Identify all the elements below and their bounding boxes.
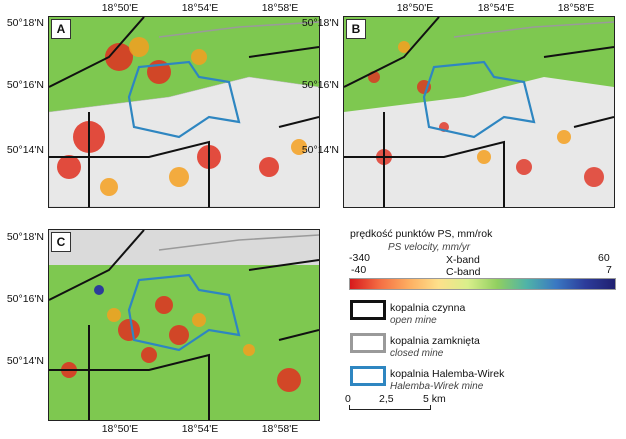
cband-max: 7 [606, 264, 612, 276]
legend-halemba-label: kopalnia Halemba-Wirek [390, 368, 505, 380]
legend-open-mine-label: kopalnia czynna [390, 302, 466, 314]
lon-label-a-1: 18°50'E [101, 2, 139, 14]
cband-label: C-band [446, 266, 481, 278]
legend-halemba-sublabel: Halemba-Wirek mine [390, 381, 484, 392]
xband-min: -340 [349, 252, 371, 264]
swatch-halemba-wirek [350, 366, 386, 386]
legend-closed-mine-sublabel: closed mine [390, 348, 444, 359]
scale-tick-1: 2,5 [379, 393, 394, 405]
lat-label-c-1: 50°18'N [6, 231, 44, 243]
lat-label-b-3: 50°14'N [301, 144, 339, 156]
lon-label-a-2: 18°54'E [181, 2, 219, 14]
lat-label-a-3: 50°14'N [6, 144, 44, 156]
swatch-open-mine [350, 300, 386, 320]
lon-label-b-2: 18°54'E [477, 2, 515, 14]
lat-label-a-2: 50°16'N [6, 79, 44, 91]
lon-label-c-1: 18°50'E [101, 423, 139, 435]
scale-tick-2: 5 km [423, 393, 446, 405]
map-c-svg [49, 230, 319, 420]
color-ramp [349, 278, 616, 290]
panel-letter: B [346, 19, 366, 39]
legend-title: prędkość punktów PS, mm/rok [350, 228, 493, 240]
map-a-svg [49, 17, 319, 207]
lat-label-b-1: 50°18'N [301, 17, 339, 29]
lon-label-c-2: 18°54'E [181, 423, 219, 435]
map-panel-a: A [48, 16, 320, 208]
map-panel-c: C [48, 229, 320, 421]
lon-label-b-3: 18°58'E [557, 2, 595, 14]
lon-label-b-1: 18°50'E [396, 2, 434, 14]
swatch-closed-mine [350, 333, 386, 353]
scale-tick-0: 0 [345, 393, 351, 405]
legend-subtitle: PS velocity, mm/yr [388, 242, 471, 253]
xband-max: 60 [598, 252, 610, 264]
legend-open-mine-sublabel: open mine [390, 315, 437, 326]
lat-label-c-3: 50°14'N [6, 355, 44, 367]
panel-letter: C [51, 232, 71, 252]
lat-label-b-2: 50°16'N [301, 79, 339, 91]
map-panel-b: B [343, 16, 615, 208]
panel-letter: A [51, 19, 71, 39]
xband-label: X-band [446, 254, 480, 266]
lat-label-c-2: 50°16'N [6, 293, 44, 305]
scale-bar [349, 405, 431, 410]
lon-label-a-3: 18°58'E [261, 2, 299, 14]
lat-label-a-1: 50°18'N [6, 17, 44, 29]
lon-label-c-3: 18°58'E [261, 423, 299, 435]
legend-closed-mine-label: kopalnia zamknięta [390, 335, 480, 347]
cband-min: -40 [351, 264, 367, 276]
map-b-svg [344, 17, 614, 207]
